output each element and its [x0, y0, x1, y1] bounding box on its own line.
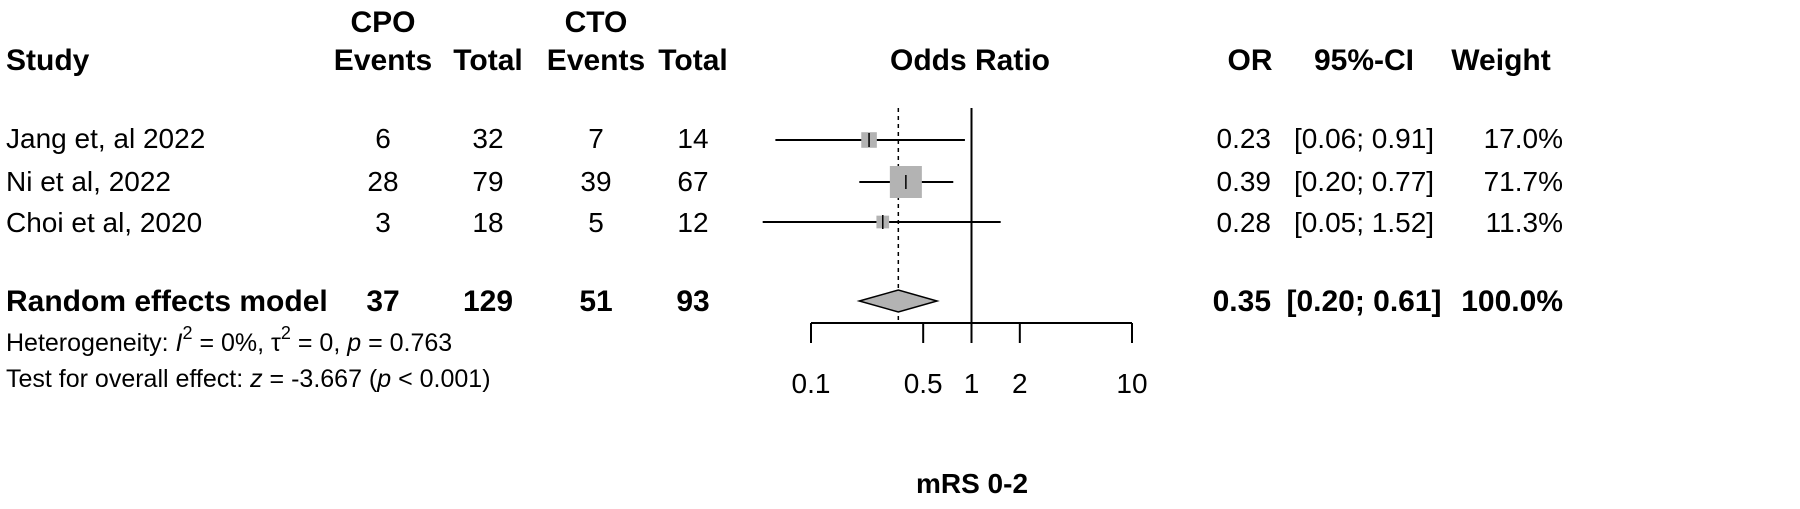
- study-name: Jang et, al 2022: [6, 123, 206, 154]
- weight-value: 17.0%: [1483, 123, 1563, 154]
- pooled-label: Random effects model: [6, 285, 328, 318]
- header-study: Study: [6, 44, 90, 77]
- pooled-weight-value: 100.0%: [1461, 285, 1563, 318]
- x-tick-label: 0.1: [792, 368, 831, 399]
- x-tick-label: 1: [964, 368, 980, 399]
- x-tick-label: 10: [1116, 368, 1147, 399]
- pooled-total-cpo: 129: [462, 285, 514, 318]
- weight-value: 11.3%: [1485, 207, 1563, 238]
- total-cto: 12: [677, 207, 709, 238]
- header-total-1: Total: [453, 44, 523, 77]
- weight-value: 71.7%: [1483, 166, 1563, 197]
- pooled-ci-value: [0.20; 0.61]: [1286, 285, 1442, 318]
- header-total-2: Total: [658, 44, 728, 77]
- study-name: Choi et al, 2020: [6, 207, 203, 238]
- header-group1: CPO: [350, 6, 416, 39]
- ci-value: [0.05; 1.52]: [1293, 207, 1435, 238]
- x-tick-label: 0.5: [904, 368, 943, 399]
- total-cpo: 32: [472, 123, 504, 154]
- header-group2: CTO: [564, 6, 628, 39]
- overall-effect-text: Test for overall effect: z = -3.667 (p <…: [6, 365, 491, 393]
- or-value: 0.28: [1216, 207, 1272, 238]
- or-value: 0.23: [1216, 123, 1272, 154]
- header-weight: Weight: [1451, 44, 1551, 77]
- x-axis-label: mRS 0-2: [915, 468, 1029, 499]
- pooled-events-cto: 51: [579, 285, 613, 318]
- total-cpo: 18: [472, 207, 504, 238]
- events-cto: 5: [588, 207, 604, 238]
- study-name: Ni et al, 2022: [6, 166, 171, 197]
- header-ci: 95%-CI: [1313, 44, 1415, 77]
- events-cpo: 28: [367, 166, 399, 197]
- events-cto: 7: [588, 123, 604, 154]
- events-cpo: 3: [375, 207, 391, 238]
- ci-value: [0.06; 0.91]: [1293, 123, 1435, 154]
- x-tick-label: 2: [1012, 368, 1028, 399]
- pooled-total-cto: 93: [676, 285, 710, 318]
- header-events-1: Events: [333, 44, 433, 77]
- header-events-2: Events: [546, 44, 646, 77]
- events-cpo: 6: [375, 123, 391, 154]
- total-cto: 67: [677, 166, 709, 197]
- pooled-diamond: [856, 289, 940, 313]
- pooled-or-value: 0.35: [1212, 285, 1271, 318]
- heterogeneity-text: Heterogeneity: I2 = 0%, τ2 = 0, p = 0.76…: [6, 323, 453, 357]
- or-value: 0.39: [1216, 166, 1272, 197]
- ci-value: [0.20; 0.77]: [1293, 166, 1435, 197]
- total-cpo: 79: [472, 166, 504, 197]
- header-odds-ratio: Odds Ratio: [889, 44, 1051, 77]
- total-cto: 14: [677, 123, 709, 154]
- events-cto: 39: [580, 166, 612, 197]
- pooled-events-cpo: 37: [366, 285, 400, 318]
- header-or: OR: [1227, 44, 1273, 77]
